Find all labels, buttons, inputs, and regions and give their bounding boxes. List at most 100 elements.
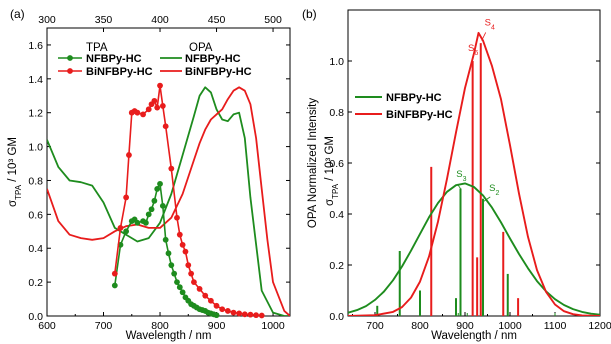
tpa-point-binfbpy-hc [185, 262, 192, 269]
x-tick-label: 1200 [588, 320, 611, 332]
tpa-point-binfbpy-hc [219, 306, 226, 313]
tpa-point-nfbpy-hc [159, 202, 166, 209]
tpa-point-binfbpy-hc [154, 104, 161, 111]
x-tick-label: 800 [411, 320, 429, 332]
top-tick-label: 500 [264, 14, 282, 26]
y-tick-label: 0.6 [28, 209, 43, 221]
y-tick-label: 0.4 [329, 209, 344, 221]
state-label-s3: S3 [456, 169, 466, 183]
x-tick-label: 700 [366, 320, 384, 332]
tpa-point-binfbpy-hc [258, 312, 265, 319]
annotation-leader [457, 183, 461, 189]
tpa-point-binfbpy-hc [179, 241, 186, 248]
tpa-point-binfbpy-hc [157, 82, 163, 89]
tpa-point-nfbpy-hc [154, 186, 161, 192]
x-tick-label: 1000 [498, 320, 522, 332]
tpa-point-binfbpy-hc [174, 214, 180, 221]
tpa-line-binfbpy-hc [114, 85, 262, 317]
tpa-point-binfbpy-hc [162, 123, 169, 130]
y-tick-label: 0.6 [329, 158, 344, 170]
tpa-point-binfbpy-hc [126, 152, 132, 158]
x-tick-label: 1000 [261, 320, 285, 332]
tpa-point-binfbpy-hc [241, 311, 248, 318]
opa-gauss-binfbpy-hc [348, 31, 600, 316]
tpa-line-nfbpy-hc [114, 181, 217, 316]
y-axis-label-a: σTPA / 10³ GM [7, 137, 23, 207]
tpa-point-nfbpy-hc [145, 211, 152, 218]
x-tick-label: 700 [95, 320, 113, 332]
tpa-point-binfbpy-hc [182, 248, 189, 255]
panel-a: 600 700 800 900 1000 0.0 0.2 0.4 0.6 0.8 1.0 1.2 1.4… [7, 7, 291, 342]
legend-tpa-entry: BiNFBPy-HC [86, 66, 153, 78]
state-label-s2: S2 [489, 183, 499, 197]
panel-label-a: (a) [10, 7, 25, 21]
legend-entry-b: NFBPy-HC [386, 92, 442, 104]
x-tick-label: 900 [208, 320, 226, 332]
tpa-point-binfbpy-hc [213, 302, 220, 309]
tpa-point-nfbpy-hc [162, 236, 169, 243]
opa-line-binfbpy-hc [47, 86, 290, 316]
x-tick-label: 600 [38, 320, 56, 332]
top-tick-label: 350 [95, 14, 113, 26]
y-axis-label-left-b: OPA Normalized Intensity [307, 98, 319, 228]
tpa-point-binfbpy-hc [196, 285, 203, 292]
x-tick-label: 900 [456, 320, 474, 332]
legend-opa-entry: NFBPy-HC [185, 53, 241, 65]
x-axis-label-b: Wavelength / nm [431, 330, 517, 342]
tpa-point-binfbpy-hc [111, 270, 118, 277]
tpa-point-binfbpy-hc [247, 311, 254, 318]
y-tick-label: 0.0 [329, 311, 344, 323]
y-tick-label: 0.2 [329, 260, 344, 272]
tpa-point-binfbpy-hc [159, 103, 166, 109]
tpa-point-binfbpy-hc [202, 292, 209, 299]
tpa-point-nfbpy-hc [179, 289, 186, 296]
tpa-point-binfbpy-hc [123, 194, 130, 201]
tpa-point-binfbpy-hc [253, 312, 259, 319]
tpa-point-nfbpy-hc [151, 197, 158, 204]
x-tick-label: 800 [151, 320, 169, 332]
tpa-point-nfbpy-hc [165, 250, 172, 257]
top-tick-label: 300 [38, 14, 56, 26]
tpa-point-binfbpy-hc [140, 111, 146, 118]
tpa-point-nfbpy-hc [213, 312, 220, 319]
tpa-point-binfbpy-hc [191, 279, 197, 286]
y-axis-label-right-b: σTPA / 10³ GM [324, 136, 340, 206]
tpa-point-binfbpy-hc [207, 297, 214, 304]
legend-tpa-heading: TPA [86, 42, 108, 54]
panel-label-b: (b) [302, 7, 317, 21]
opa-gauss-nfbpy-hc [348, 182, 600, 316]
y-tick-label: 0.2 [28, 277, 43, 289]
legend-opa-entry: BiNFBPy-HC [185, 66, 252, 78]
y-tick-label: 0.8 [329, 107, 344, 119]
legend-tpa-entry: NFBPy-HC [86, 53, 142, 65]
y-tick-label: 1.2 [28, 108, 43, 120]
plot-frame-a [46, 27, 291, 317]
tpa-point-binfbpy-hc [224, 308, 231, 314]
tpa-point-nfbpy-hc [157, 180, 163, 187]
tpa-point-binfbpy-hc [145, 106, 152, 113]
y-tick-label: 0.8 [28, 175, 43, 187]
tpa-point-nfbpy-hc [174, 279, 180, 286]
tpa-point-nfbpy-hc [111, 282, 118, 289]
y-tick-label: 0.0 [28, 311, 43, 323]
y-tick-label: 1.0 [329, 56, 344, 68]
tpa-point-binfbpy-hc [117, 225, 124, 231]
tpa-point-nfbpy-hc [148, 206, 155, 213]
y-tick-label: 1.4 [28, 74, 43, 86]
top-tick-label: 400 [151, 14, 169, 26]
legend-tpa-marker [67, 68, 73, 74]
tpa-point-binfbpy-hc [230, 309, 237, 316]
tpa-point-nfbpy-hc [123, 228, 130, 235]
y-tick-label: 1.0 [28, 142, 43, 154]
tpa-point-nfbpy-hc [171, 270, 178, 277]
tpa-point-binfbpy-hc [176, 231, 183, 238]
x-axis-label-a: Wavelength / nm [126, 330, 212, 342]
tpa-point-binfbpy-hc [134, 109, 141, 116]
y-tick-label: 1.6 [28, 40, 43, 52]
tpa-point-binfbpy-hc [168, 165, 175, 172]
legend-tpa-marker [67, 55, 73, 61]
state-label-s4: S4 [485, 17, 495, 31]
tpa-point-binfbpy-hc [151, 97, 158, 104]
annotation-leader [481, 32, 487, 41]
